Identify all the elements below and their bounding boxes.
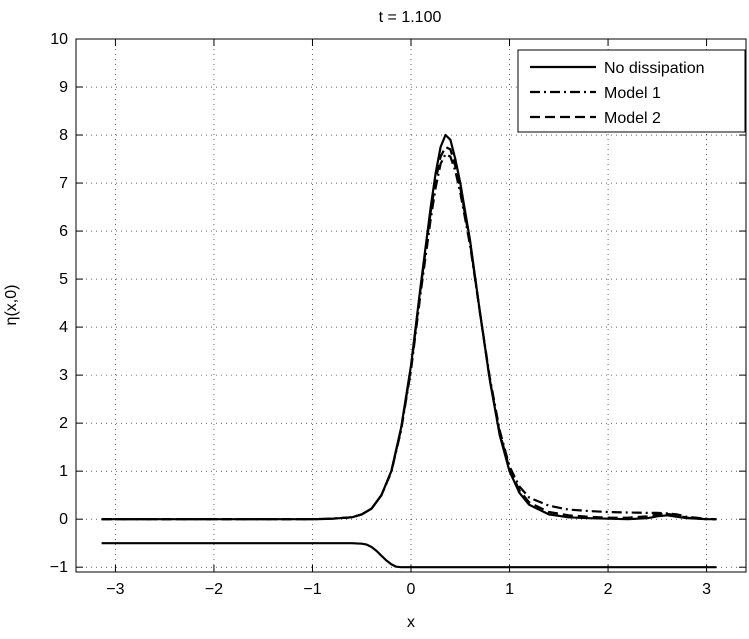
legend-label-no-dissipation: No dissipation <box>604 60 705 77</box>
y-tick-label: 0 <box>59 511 68 528</box>
series-line-model-1 <box>101 153 717 521</box>
x-tick-label: 0 <box>407 581 416 598</box>
y-tick-label: 5 <box>59 271 68 288</box>
series-group <box>101 133 717 569</box>
x-tick-label: −3 <box>106 581 124 598</box>
chart-title: t = 1.100 <box>379 9 442 26</box>
legend-label-model-2: Model 2 <box>604 110 661 127</box>
y-tick-label: 10 <box>50 31 68 48</box>
y-tick-label: 3 <box>59 367 68 384</box>
legend-label-model-1: Model 1 <box>604 85 661 102</box>
x-tick-label: 1 <box>505 581 514 598</box>
ticks: −3 −2 −1 0 1 2 3 −1 0 1 2 3 4 5 6 7 8 9 10 <box>50 31 746 598</box>
y-tick-label: 7 <box>59 175 68 192</box>
series-line-no-dissipation <box>101 133 717 521</box>
y-axis-label: η(x,0) <box>3 285 20 326</box>
x-tick-label: 3 <box>702 581 711 598</box>
y-tick-label: −1 <box>50 559 68 576</box>
x-tick-label: 2 <box>604 581 613 598</box>
series-line-bottom-profile <box>101 542 717 569</box>
series-line-model-2 <box>101 145 717 521</box>
y-tick-label: 2 <box>59 415 68 432</box>
y-tick-label: 9 <box>59 79 68 96</box>
y-tick-label: 8 <box>59 127 68 144</box>
y-tick-label: 1 <box>59 463 68 480</box>
x-tick-label: −2 <box>205 581 223 598</box>
y-tick-label: 4 <box>59 319 68 336</box>
x-tick-label: −1 <box>303 581 321 598</box>
legend: No dissipation Model 1 Model 2 <box>517 49 746 133</box>
x-axis-label: x <box>407 614 415 631</box>
y-tick-label: 6 <box>59 223 68 240</box>
